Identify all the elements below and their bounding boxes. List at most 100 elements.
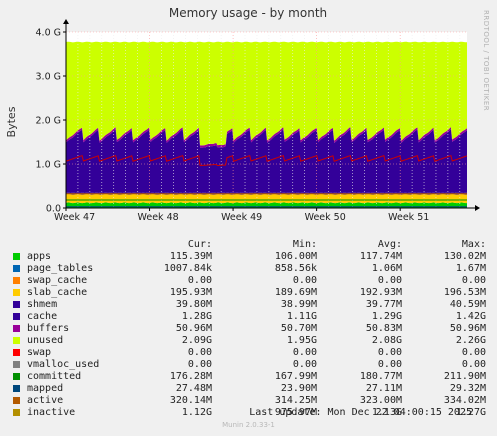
legend-swatch bbox=[13, 361, 20, 368]
line-inactive bbox=[65, 154, 468, 167]
legend-item-buffers: buffers 50.96M 50.70M 50.83M 50.96M bbox=[12, 323, 492, 335]
legend-value-min: 975.97M bbox=[274, 407, 317, 418]
legend-swatch bbox=[13, 253, 20, 260]
area-slab-cache bbox=[66, 193, 467, 204]
legend-series-name: cache bbox=[27, 311, 58, 322]
legend-value-avg: 117.74M bbox=[359, 251, 402, 262]
legend-value-avg: 1.13G bbox=[371, 407, 402, 418]
legend-series-name: vmalloc_used bbox=[27, 359, 100, 370]
legend-value-avg: 192.93M bbox=[359, 287, 402, 298]
legend-swatch bbox=[13, 301, 20, 308]
column-header-avg: Avg: bbox=[377, 239, 402, 250]
legend-value-cur: 320.14M bbox=[169, 395, 212, 406]
legend-value-cur: 115.39M bbox=[169, 251, 212, 262]
column-header-max: Max: bbox=[461, 239, 486, 250]
legend-series-name: inactive bbox=[27, 407, 76, 418]
legend-value-cur: 50.96M bbox=[175, 323, 212, 334]
legend-value-avg: 0.00 bbox=[377, 275, 402, 286]
legend-value-max: 1.27G bbox=[455, 407, 486, 418]
legend-value-max: 211.90M bbox=[443, 371, 486, 382]
legend-value-avg: 2.08G bbox=[371, 335, 402, 346]
legend-value-cur: 2.09G bbox=[181, 335, 212, 346]
legend-value-cur: 1.28G bbox=[181, 311, 212, 322]
legend-value-min: 1.95G bbox=[286, 335, 317, 346]
legend-value-cur: 176.28M bbox=[169, 371, 212, 382]
line-layer bbox=[65, 154, 468, 208]
legend-value-avg: 180.77M bbox=[359, 371, 402, 382]
legend-series-name: swap bbox=[27, 347, 52, 358]
y-tick-label: 4.0 G bbox=[36, 28, 62, 39]
legend-value-max: 1.42G bbox=[455, 311, 486, 322]
legend-swatch bbox=[13, 373, 20, 380]
legend-header: Cur: Min: Avg: Max: bbox=[12, 239, 492, 251]
legend-value-cur: 195.93M bbox=[169, 287, 212, 298]
legend-value-cur: 0.00 bbox=[187, 359, 212, 370]
legend-value-avg: 39.77M bbox=[365, 299, 402, 310]
legend-value-min: 167.99M bbox=[274, 371, 317, 382]
legend-value-max: 0.00 bbox=[461, 347, 486, 358]
legend-series-name: page_tables bbox=[27, 263, 94, 274]
legend-item-committed: committed 176.28M 167.99M 180.77M 211.90M bbox=[12, 371, 492, 383]
legend-value-min: 858.56k bbox=[274, 263, 317, 274]
legend-value-max: 40.59M bbox=[449, 299, 486, 310]
legend-value-max: 1.67M bbox=[455, 263, 486, 274]
legend-item-slab-cache: slab_cache 195.93M 189.69M 192.93M 196.53M bbox=[12, 287, 492, 299]
legend-value-min: 189.69M bbox=[274, 287, 317, 298]
column-header-min: Min: bbox=[292, 239, 317, 250]
legend-item-inactive: inactive 1.12G 975.97M 1.13G 1.27G bbox=[12, 407, 492, 419]
legend-swatch bbox=[13, 277, 20, 284]
y-tick-label: 3.0 G bbox=[36, 72, 62, 83]
legend-item-page-tables: page_tables 1007.84k 858.56k 1.06M 1.67M bbox=[12, 263, 492, 275]
legend-swatch bbox=[13, 349, 20, 356]
munin-version: Munin 2.0.33-1 bbox=[222, 421, 275, 429]
legend-value-min: 1.11G bbox=[286, 311, 317, 322]
legend-value-avg: 1.29G bbox=[371, 311, 402, 322]
legend-value-avg: 50.83M bbox=[365, 323, 402, 334]
area-layer bbox=[66, 41, 467, 208]
legend-value-avg: 1.06M bbox=[371, 263, 402, 274]
x-tick-label: Week 50 bbox=[305, 212, 346, 223]
legend-item-unused: unused 2.09G 1.95G 2.08G 2.26G bbox=[12, 335, 492, 347]
legend-value-min: 0.00 bbox=[292, 347, 317, 358]
y-axis-label: Bytes bbox=[5, 106, 18, 137]
legend-value-min: 23.90M bbox=[280, 383, 317, 394]
legend-value-max: 334.02M bbox=[443, 395, 486, 406]
legend-item-shmem: shmem 39.80M 38.99M 39.77M 40.59M bbox=[12, 299, 492, 311]
legend-value-max: 50.96M bbox=[449, 323, 486, 334]
legend-series-name: mapped bbox=[27, 383, 64, 394]
legend-swatch bbox=[13, 337, 20, 344]
legend-series-name: unused bbox=[27, 335, 64, 346]
legend-value-avg: 27.11M bbox=[365, 383, 402, 394]
legend-swatch bbox=[13, 397, 20, 404]
legend-value-cur: 27.48M bbox=[175, 383, 212, 394]
legend-series-name: active bbox=[27, 395, 64, 406]
legend-swatch bbox=[13, 313, 20, 320]
legend-series-name: slab_cache bbox=[27, 287, 88, 298]
legend-value-cur: 1007.84k bbox=[163, 263, 212, 274]
legend-value-max: 2.26G bbox=[455, 335, 486, 346]
legend-value-max: 29.32M bbox=[449, 383, 486, 394]
legend-value-max: 130.02M bbox=[443, 251, 486, 262]
x-tick-label: Week 49 bbox=[221, 212, 262, 223]
legend-series-name: swap_cache bbox=[27, 275, 88, 286]
legend-series-name: apps bbox=[27, 251, 52, 262]
legend-item-active: active 320.14M 314.25M 323.00M 334.02M bbox=[12, 395, 492, 407]
legend-series-name: buffers bbox=[27, 323, 70, 334]
legend-value-max: 0.00 bbox=[461, 275, 486, 286]
y-tick-label: 2.0 G bbox=[36, 116, 62, 127]
legend-value-avg: 323.00M bbox=[359, 395, 402, 406]
legend-item-vmalloc-used: vmalloc_used 0.00 0.00 0.00 0.00 bbox=[12, 359, 492, 371]
x-tick-label: Week 51 bbox=[388, 212, 429, 223]
chart-title: Memory usage - by month bbox=[169, 6, 327, 20]
area-unused bbox=[66, 41, 467, 146]
rrdtool-credit: RRDTOOL / TOBI OETIKER bbox=[482, 10, 490, 111]
legend-value-min: 0.00 bbox=[292, 275, 317, 286]
legend-value-cur: 0.00 bbox=[187, 275, 212, 286]
x-tick-label: Week 48 bbox=[138, 212, 179, 223]
legend-item-swap-cache: swap_cache 0.00 0.00 0.00 0.00 bbox=[12, 275, 492, 287]
legend-item-cache: cache 1.28G 1.11G 1.29G 1.42G bbox=[12, 311, 492, 323]
x-axis-arrow bbox=[475, 205, 480, 211]
legend-value-min: 0.00 bbox=[292, 359, 317, 370]
legend-value-avg: 0.00 bbox=[377, 347, 402, 358]
